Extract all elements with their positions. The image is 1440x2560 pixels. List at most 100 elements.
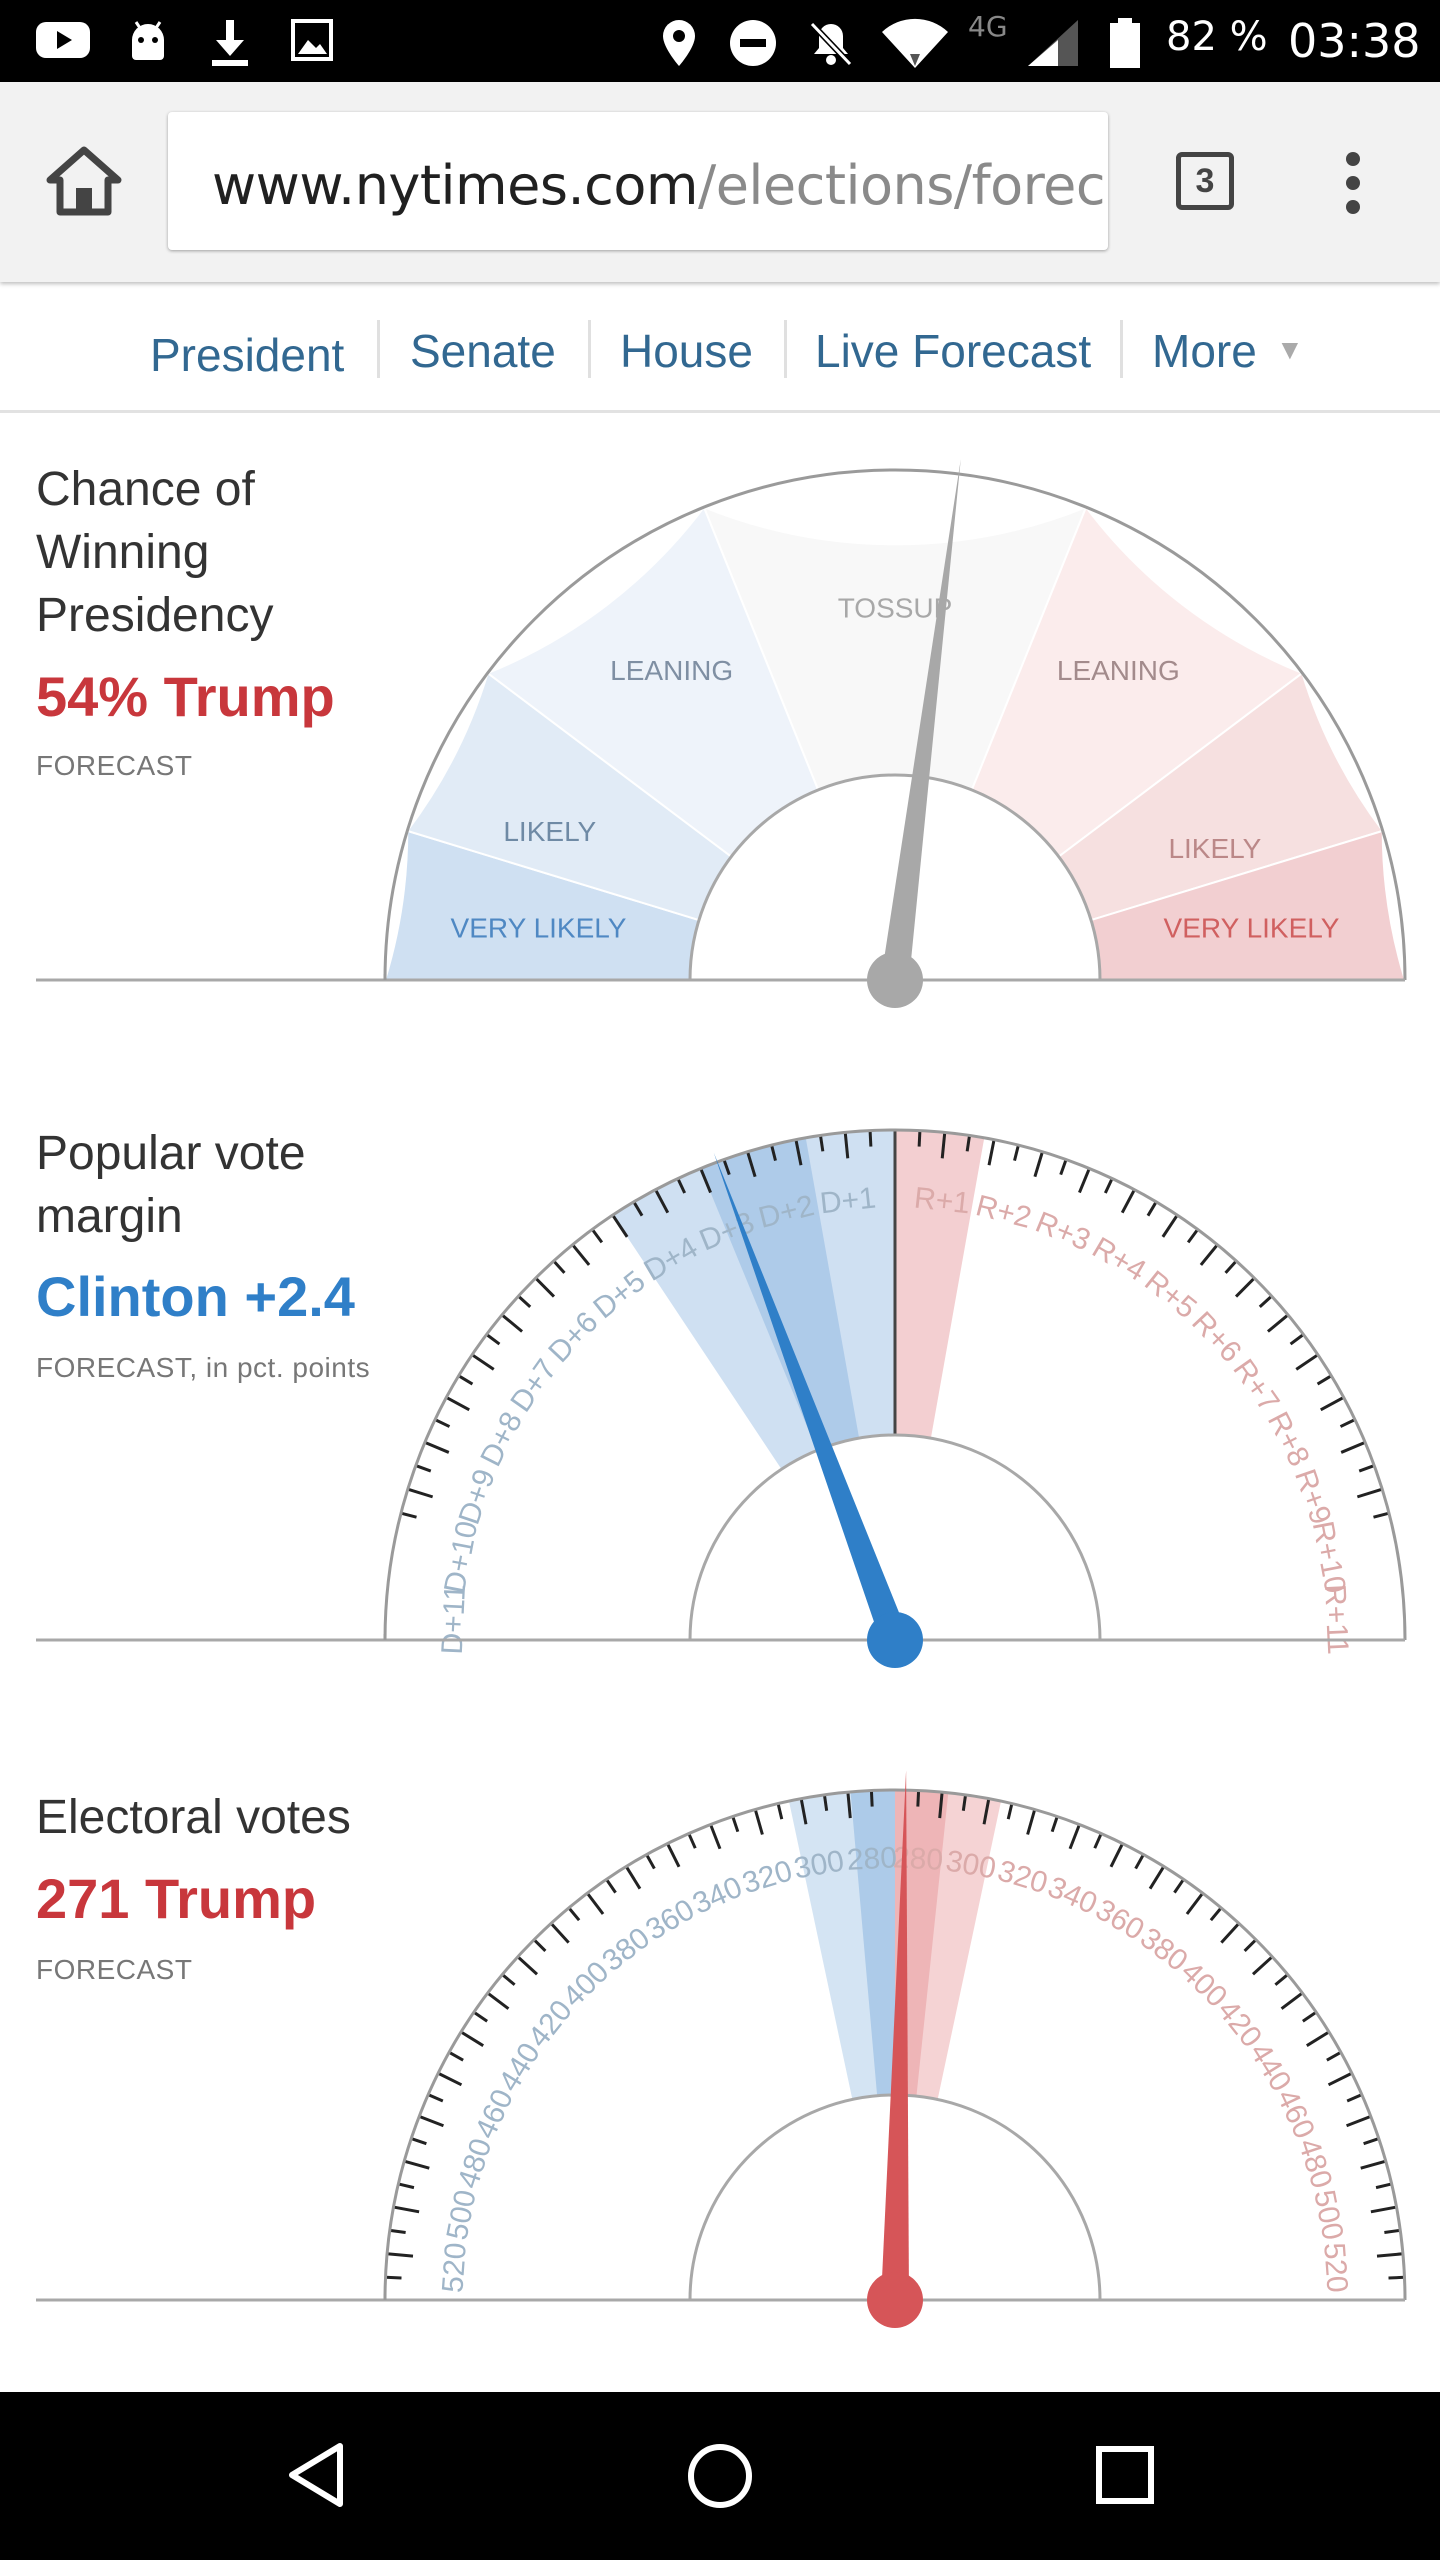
tick-mark: [753, 1809, 764, 1835]
tick-mark: [448, 2051, 464, 2062]
d-tick-label: 520: [436, 2241, 473, 2293]
nav-live-forecast[interactable]: Live Forecast: [815, 325, 1092, 377]
back-icon[interactable]: [286, 2442, 346, 2508]
leaning-r-label: LEANING: [1057, 655, 1180, 686]
chance-gauge: TOSSUP LEANING LEANING LIKELY LIKELY VERY LIK…: [36, 459, 1407, 1008]
popular-title: Popular vote margin: [36, 1127, 306, 1243]
tick-mark: [1093, 1832, 1103, 1849]
tick-mark: [1258, 1294, 1273, 1309]
d-tick-label: D+11: [436, 1583, 472, 1655]
overflow-menu-icon[interactable]: [1346, 152, 1362, 224]
r-tick-label: R+11: [1318, 1583, 1354, 1655]
nav-divider: [377, 320, 380, 378]
tick-mark: [794, 1139, 803, 1166]
section-nav: President Senate House Live Forecast Mor…: [0, 282, 1440, 413]
r-tick-label: 280: [892, 1841, 944, 1877]
tick-mark: [485, 1333, 501, 1346]
tick-mark: [1289, 1333, 1305, 1346]
battery-percent: 82 %: [1166, 14, 1268, 60]
electoral-needle: [881, 1770, 909, 2301]
download-icon: [208, 18, 252, 68]
tick-mark: [1388, 2275, 1405, 2280]
very-likely-d-label: VERY LIKELY: [451, 912, 627, 943]
gauge-inner-arc: [688, 1433, 1102, 1641]
tick-mark: [770, 1144, 777, 1162]
electoral-gauge: 2803003203403603804004204404604805005202…: [36, 1770, 1407, 2328]
tick-mark: [410, 2137, 427, 2146]
tick-mark: [982, 1798, 991, 1825]
r-tick-label: R+4: [1087, 1231, 1152, 1288]
tick-mark: [1326, 2051, 1342, 2062]
url-field[interactable]: www.nytimes.com/elections/forecast: [168, 112, 1108, 250]
tick-mark: [1161, 1214, 1179, 1238]
tick-mark: [1266, 1313, 1289, 1333]
tick-mark: [676, 1177, 687, 1194]
nav-more[interactable]: More: [1152, 325, 1257, 377]
needle-hub: [867, 952, 923, 1008]
browser-toolbar: www.nytimes.com/elections/forecast 3: [0, 82, 1440, 282]
tick-mark: [1173, 1878, 1185, 1894]
home-icon[interactable]: [42, 144, 126, 223]
tick-mark: [1026, 1809, 1037, 1835]
popular-gauge: D+1D+2D+3D+4D+5D+6D+7D+8D+9D+10D+11R+1 R+…: [36, 1128, 1407, 1668]
r-tick-label: R+8: [1261, 1407, 1316, 1472]
tick-mark: [1224, 1259, 1238, 1274]
recents-icon[interactable]: [1094, 2444, 1156, 2506]
tick-mark: [533, 1938, 547, 1953]
chance-value: 54% Trump: [36, 665, 335, 728]
tick-mark: [699, 1167, 712, 1194]
tick-mark: [1327, 2071, 1353, 2087]
tick-mark: [1302, 2010, 1317, 2023]
tick-mark: [516, 1955, 539, 1976]
home-circle-icon[interactable]: [686, 2442, 754, 2510]
tick-mark: [1363, 2137, 1380, 2146]
tick-mark: [1220, 1922, 1241, 1944]
battery-icon: [1108, 18, 1142, 70]
tick-mark: [1375, 2182, 1392, 2190]
tick-mark: [1209, 1906, 1223, 1922]
tick-mark: [1134, 1853, 1145, 1870]
r-tick-label: 340: [1043, 1870, 1102, 1920]
tick-mark: [1109, 1842, 1124, 1868]
do-not-disturb-icon: [728, 18, 778, 68]
r-tick-label: 320: [994, 1854, 1051, 1900]
d-tick-label: 480: [452, 2135, 499, 2193]
tick-mark: [722, 1159, 731, 1176]
tossup-label: TOSSUP: [838, 592, 953, 623]
tab-switcher-button[interactable]: 3: [1176, 152, 1234, 210]
tick-mark: [407, 1487, 434, 1499]
tick-mark: [1068, 1823, 1081, 1850]
tick-mark: [1199, 1243, 1219, 1266]
gauge-outer-arc: [383, 1788, 1407, 2301]
tick-mark: [819, 1135, 825, 1152]
tick-mark: [709, 1823, 722, 1850]
url-path: /elections/forecast: [698, 154, 1108, 217]
url-domain: www.nytimes.com: [212, 154, 699, 217]
r-tick-label: R+2: [972, 1189, 1034, 1235]
nav-president[interactable]: President: [150, 329, 345, 381]
tick-mark: [552, 1259, 566, 1274]
location-icon: [660, 18, 698, 68]
chance-title: Chance of Winning Presidency: [36, 463, 274, 642]
likely-d-label: LIKELY: [503, 816, 596, 847]
chance-note: FORECAST: [36, 750, 193, 781]
r-tick-label: 480: [1292, 2135, 1339, 2193]
tick-mark: [938, 1792, 944, 1819]
signal-icon: [1026, 18, 1080, 68]
tick-mark: [846, 1792, 852, 1819]
tick-mark: [1078, 1167, 1091, 1194]
tick-mark: [434, 1418, 451, 1428]
android-icon: [126, 18, 170, 62]
tick-mark: [1146, 1201, 1158, 1217]
nav-senate[interactable]: Senate: [410, 325, 556, 377]
tick-mark: [1360, 2159, 1387, 2170]
r-tick-label: R+5: [1138, 1265, 1202, 1326]
tick-mark: [549, 1922, 570, 1944]
r-tick-label: R+1: [913, 1182, 972, 1221]
tick-mark: [965, 1135, 971, 1152]
system-nav-bar: [0, 2392, 1440, 2560]
d-tick-label: 280: [846, 1841, 898, 1877]
chevron-down-icon[interactable]: ▼: [1276, 334, 1304, 365]
d-tick-label: 340: [688, 1870, 747, 1920]
nav-house[interactable]: House: [620, 325, 753, 377]
